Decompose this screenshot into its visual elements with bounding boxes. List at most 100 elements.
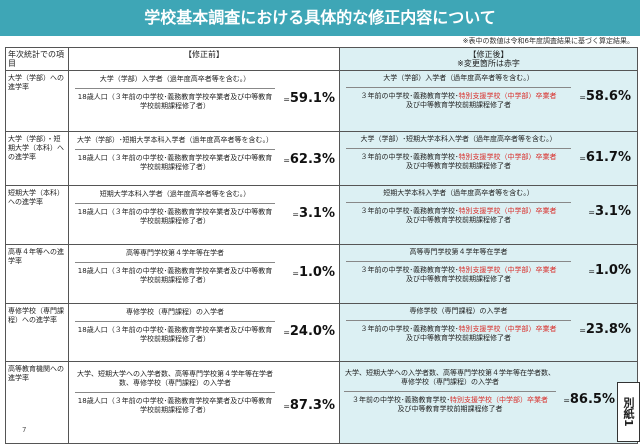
- fraction-line: [344, 391, 556, 392]
- after-fraction: 大学、短期大学への入学者数、高等専門学校第４学年等在学者数、専修学校（専門課程）…: [344, 369, 556, 414]
- fraction-line: [346, 320, 571, 321]
- before-fraction: 大学、短期大学への入学者数、高等専門学校第４学年等在学者数、専修学校（専門課程）…: [75, 370, 275, 415]
- before-value: =62.3%: [283, 152, 335, 167]
- after-fraction: 大学（学部）･短期大学本科入学者（過年度高卒者等を含む。） ３年前の中学校･義務…: [346, 135, 571, 171]
- after-cell: 短期大学本科入学者（過年度高卒者等を含む。） ３年前の中学校･義務教育学校･特別…: [339, 185, 638, 245]
- row-label-cell: 専修学校（専門課程）への進学率: [5, 303, 69, 362]
- changed-text: 特別支援学校（中学部）卒業者: [458, 153, 557, 161]
- fraction-line: [346, 148, 571, 149]
- row-label: 高専４年等への進学率: [8, 248, 64, 265]
- row-label-cell: 高専４年等への進学率: [5, 244, 69, 304]
- page-title: 学校基本調査における具体的な修正内容について: [0, 0, 640, 36]
- header-before: 【修正前】: [68, 47, 340, 71]
- before-cell: 高等専門学校第４学年等在学者 18歳人口（３年前の中学校･義務教育学校卒業者及び…: [68, 244, 340, 304]
- row-label-cell: 短期大学（本科）への進学率: [5, 185, 69, 245]
- fraction-line: [346, 261, 571, 262]
- before-numerator: 大学（学部）･短期大学本科入学者（過年度高卒者等を含む。）: [77, 136, 273, 144]
- after-value: =58.6%: [579, 89, 631, 104]
- before-denominator: 18歳人口（３年前の中学校･義務教育学校卒業者及び中等教育学校前期課程修了者）: [77, 154, 273, 171]
- before-percent: 59.1%: [289, 91, 335, 106]
- after-percent: 1.0%: [594, 263, 631, 278]
- before-percent: 24.0%: [289, 324, 335, 339]
- before-fraction: 高等専門学校第４学年等在学者 18歳人口（３年前の中学校･義務教育学校卒業者及び…: [75, 249, 275, 285]
- row-label-cell: 大学（学部）への進学率: [5, 70, 69, 132]
- fraction-line: [75, 149, 275, 150]
- table-row: 高専４年等への進学率 高等専門学校第４学年等在学者 18歳人口（３年前の中学校･…: [5, 244, 638, 304]
- table-row: 高等教育機関への進学率 大学、短期大学への入学者数、高等専門学校第４学年等在学者…: [5, 361, 638, 444]
- after-numerator: 専修学校（専門課程）の入学者: [409, 307, 508, 315]
- before-numerator: 専修学校（専門課程）の入学者: [126, 308, 224, 316]
- before-percent: 1.0%: [298, 265, 335, 280]
- before-denominator: 18歳人口（３年前の中学校･義務教育学校卒業者及び中等教育学校前期課程修了者）: [77, 93, 273, 110]
- row-label: 大学（学部）への進学率: [8, 74, 64, 91]
- before-fraction: 大学（学部）･短期大学本科入学者（過年度高卒者等を含む。） 18歳人口（３年前の…: [75, 136, 275, 172]
- header-after-note: ※変更箇所は赤字: [457, 59, 520, 68]
- fraction-line: [75, 392, 275, 393]
- before-value: =1.0%: [292, 265, 335, 280]
- after-denominator: ３年前の中学校･義務教育学校･特別支援学校（中学部）卒業者 及び中等教育学校前期課…: [352, 396, 548, 413]
- fraction-line: [75, 88, 275, 89]
- row-label: 高等教育機関への進学率: [8, 365, 64, 382]
- fraction-line: [346, 87, 571, 88]
- after-cell: 大学（学部）入学者（過年度高卒者等を含む。） ３年前の中学校･義務教育学校･特別…: [339, 70, 638, 132]
- after-denominator: ３年前の中学校･義務教育学校･特別支援学校（中学部）卒業者 及び中等教育学校前期課…: [360, 92, 557, 109]
- before-percent: 62.3%: [289, 152, 335, 167]
- after-denominator: ３年前の中学校･義務教育学校･特別支援学校（中学部）卒業者 及び中等教育学校前期課…: [360, 207, 557, 224]
- after-fraction: 短期大学本科入学者（過年度高卒者等を含む。） ３年前の中学校･義務教育学校･特別…: [346, 189, 571, 225]
- before-value: =87.3%: [283, 398, 335, 413]
- before-cell: 大学（学部）･短期大学本科入学者（過年度高卒者等を含む。） 18歳人口（３年前の…: [68, 131, 340, 186]
- after-cell: 専修学校（専門課程）の入学者 ３年前の中学校･義務教育学校･特別支援学校（中学部…: [339, 303, 638, 362]
- before-value: =3.1%: [292, 206, 335, 221]
- after-percent: 86.5%: [569, 392, 615, 407]
- attachment-label: 別紙1: [617, 382, 640, 442]
- header-after: 【修正後】 ※変更箇所は赤字: [339, 47, 638, 71]
- after-cell: 大学、短期大学への入学者数、高等専門学校第４学年等在学者数、専修学校（専門課程）…: [339, 361, 638, 444]
- after-denominator: ３年前の中学校･義務教育学校･特別支援学校（中学部）卒業者 及び中等教育学校前期課…: [360, 266, 557, 283]
- after-numerator: 高等専門学校第４学年等在学者: [409, 248, 508, 256]
- after-value: =86.5%: [563, 392, 615, 407]
- after-value: =61.7%: [579, 150, 631, 165]
- table-row: 大学（学部）・短期大学（本科）への進学率 大学（学部）･短期大学本科入学者（過年…: [5, 131, 638, 186]
- calculation-note: ※表中の数値は令和6年度調査結果に基づく算定結果。: [462, 37, 634, 45]
- after-numerator: 大学（学部）入学者（過年度高卒者等を含む。）: [383, 74, 534, 82]
- before-cell: 大学、短期大学への入学者数、高等専門学校第４学年等在学者数、専修学校（専門課程）…: [68, 361, 340, 444]
- before-numerator: 高等専門学校第４学年等在学者: [126, 249, 224, 257]
- row-label-cell: 大学（学部）・短期大学（本科）への進学率: [5, 131, 69, 186]
- after-fraction: 高等専門学校第４学年等在学者 ３年前の中学校･義務教育学校･特別支援学校（中学部…: [346, 248, 571, 284]
- before-fraction: 大学（学部）入学者（過年度高卒者等を含む。） 18歳人口（３年前の中学校･義務教…: [75, 75, 275, 111]
- before-numerator: 短期大学本科入学者（過年度高卒者等を含む。）: [99, 190, 251, 198]
- header-after-title: 【修正後】: [468, 50, 509, 59]
- after-cell: 高等専門学校第４学年等在学者 ３年前の中学校･義務教育学校･特別支援学校（中学部…: [339, 244, 638, 304]
- before-fraction: 短期大学本科入学者（過年度高卒者等を含む。） 18歳人口（３年前の中学校･義務教…: [75, 190, 275, 226]
- before-denominator: 18歳人口（３年前の中学校･義務教育学校卒業者及び中等教育学校前期課程修了者）: [77, 397, 273, 414]
- page-number: 7: [22, 426, 27, 434]
- before-denominator: 18歳人口（３年前の中学校･義務教育学校卒業者及び中等教育学校前期課程修了者）: [77, 208, 273, 225]
- before-cell: 短期大学本科入学者（過年度高卒者等を含む。） 18歳人口（３年前の中学校･義務教…: [68, 185, 340, 245]
- fraction-line: [75, 262, 275, 263]
- before-value: =59.1%: [283, 91, 335, 106]
- after-value: =1.0%: [588, 263, 631, 278]
- after-percent: 3.1%: [594, 204, 631, 219]
- row-label: 短期大学（本科）への進学率: [8, 189, 64, 206]
- before-denominator: 18歳人口（３年前の中学校･義務教育学校卒業者及び中等教育学校前期課程修了者）: [77, 326, 273, 343]
- before-denominator: 18歳人口（３年前の中学校･義務教育学校卒業者及び中等教育学校前期課程修了者）: [77, 267, 273, 284]
- changed-text: 特別支援学校（中学部）卒業者: [458, 207, 557, 215]
- after-cell: 大学（学部）･短期大学本科入学者（過年度高卒者等を含む。） ３年前の中学校･義務…: [339, 131, 638, 186]
- after-denominator: ３年前の中学校･義務教育学校･特別支援学校（中学部）卒業者 及び中等教育学校前期課…: [360, 153, 557, 170]
- row-label: 大学（学部）・短期大学（本科）への進学率: [8, 135, 64, 161]
- changed-text: 特別支援学校（中学部）卒業者: [458, 92, 557, 100]
- changed-text: 特別支援学校（中学部）卒業者: [458, 266, 557, 274]
- after-percent: 58.6%: [585, 89, 631, 104]
- fraction-line: [75, 203, 275, 204]
- after-fraction: 専修学校（専門課程）の入学者 ３年前の中学校･義務教育学校･特別支援学校（中学部…: [346, 307, 571, 343]
- before-numerator: 大学、短期大学への入学者数、高等専門学校第４学年等在学者数、専修学校（専門課程）…: [77, 370, 273, 387]
- row-label: 専修学校（専門課程）への進学率: [8, 307, 64, 324]
- changed-text: 特別支援学校（中学部）卒業者: [450, 396, 548, 404]
- after-value: =23.8%: [579, 322, 631, 337]
- before-numerator: 大学（学部）入学者（過年度高卒者等を含む。）: [99, 75, 251, 83]
- before-value: =24.0%: [283, 324, 335, 339]
- after-numerator: 大学、短期大学への入学者数、高等専門学校第４学年等在学者数、専修学校（専門課程）…: [345, 369, 555, 386]
- before-fraction: 専修学校（専門課程）の入学者 18歳人口（３年前の中学校･義務教育学校卒業者及び…: [75, 308, 275, 344]
- table-row: 大学（学部）への進学率 大学（学部）入学者（過年度高卒者等を含む。） 18歳人口…: [5, 70, 638, 132]
- after-fraction: 大学（学部）入学者（過年度高卒者等を含む。） ３年前の中学校･義務教育学校･特別…: [346, 74, 571, 110]
